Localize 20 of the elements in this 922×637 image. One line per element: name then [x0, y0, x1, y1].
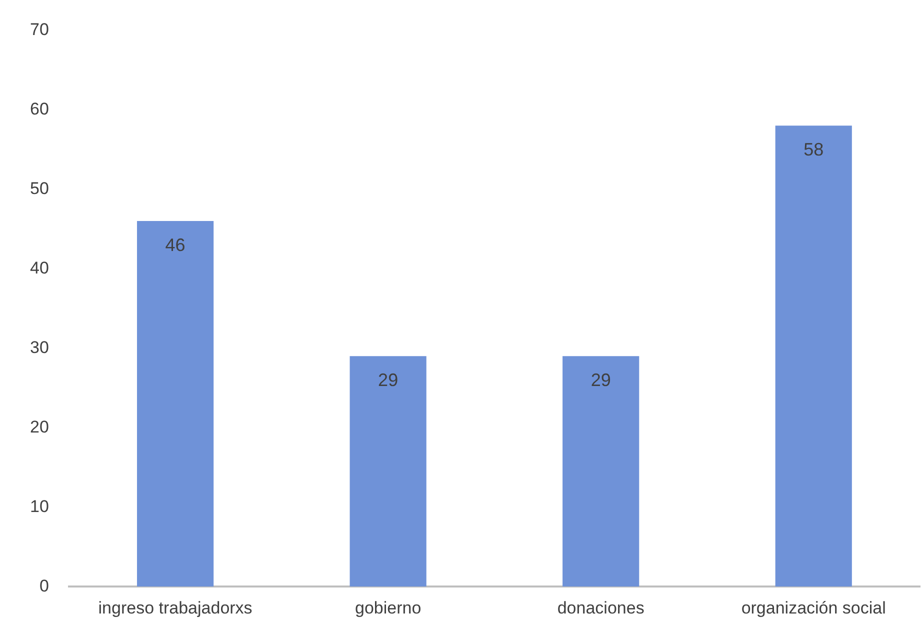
bar	[136, 220, 214, 587]
x-tick-label: donaciones	[557, 598, 644, 618]
data-label: 29	[590, 370, 611, 390]
data-label: 46	[165, 234, 186, 255]
bar	[350, 356, 426, 587]
y-tick-label: 40	[30, 258, 49, 278]
data-label: 58	[804, 140, 824, 160]
y-tick-label: 0	[39, 576, 49, 596]
y-tick-label: 20	[30, 417, 49, 436]
y-tick-label: 60	[30, 99, 49, 118]
x-tick-label: organización social	[741, 598, 886, 618]
data-label: 29	[378, 370, 398, 390]
y-tick-label: 70	[30, 20, 49, 39]
y-tick-label: 50	[30, 178, 49, 198]
y-tick-label: 30	[30, 338, 49, 357]
bar	[562, 356, 640, 587]
bar	[775, 126, 852, 587]
x-tick-label: ingreso trabajadorxs	[98, 598, 252, 618]
y-tick-label: 10	[30, 496, 49, 516]
x-tick-label: gobierno	[354, 598, 422, 618]
